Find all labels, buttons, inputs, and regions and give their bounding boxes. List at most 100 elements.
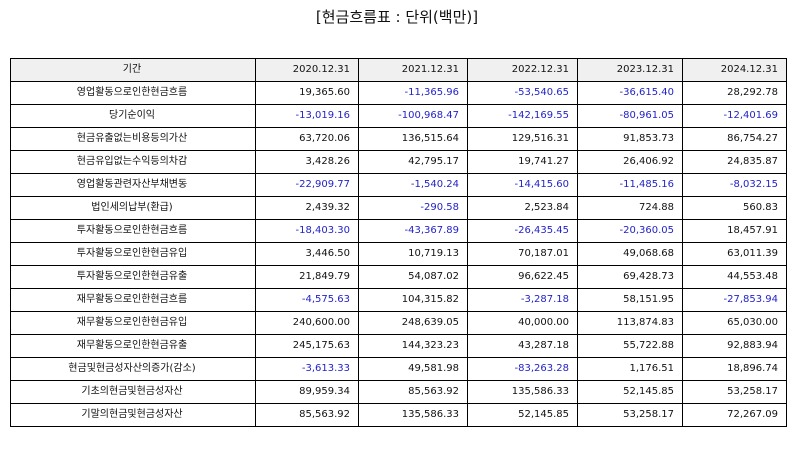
column-header-2020: 2020.12.31 xyxy=(255,58,359,82)
value-cell: 40,000.00 xyxy=(467,311,578,335)
table-row: 현금및현금성자산의증가(감소) -3,613.33 49,581.98 -83,263… xyxy=(10,357,787,381)
page-title: [현금흐름표 : 단위(백만)] xyxy=(315,8,479,26)
value-cell: 1,176.51 xyxy=(577,357,683,381)
value-cell: 136,515.64 xyxy=(358,127,468,151)
row-label: 투자활동으로인한현금유입 xyxy=(10,242,256,266)
row-label: 법인세의납부(환급) xyxy=(10,196,256,220)
value-cell: 96,622.45 xyxy=(467,265,578,289)
table-row: 재무활동으로인한현금흐름 -4,575.63 104,315.82 -3,287.18… xyxy=(10,288,787,312)
value-cell: 113,874.83 xyxy=(577,311,683,335)
value-cell: 19,741.27 xyxy=(467,150,578,174)
value-cell: -4,575.63 xyxy=(255,288,359,312)
table-row: 영업활동으로인한현금흐름 19,365.60 -11,365.96 -53,540.6… xyxy=(10,81,787,105)
value-cell: 724.88 xyxy=(577,196,683,220)
value-cell: 144,323.23 xyxy=(358,334,468,358)
value-cell: -22,909.77 xyxy=(255,173,359,197)
table-row: 기말의현금및현금성자산 85,563.92 135,586.33 52,145.85 5… xyxy=(10,403,787,427)
value-cell: -3,613.33 xyxy=(255,357,359,381)
value-cell: 28,292.78 xyxy=(682,81,787,105)
value-cell: 129,516.31 xyxy=(467,127,578,151)
value-cell: -8,032.15 xyxy=(682,173,787,197)
value-cell: 240,600.00 xyxy=(255,311,359,335)
table-header-row: 기간 2020.12.31 2021.12.31 2022.12.31 2023… xyxy=(10,58,787,82)
table-row: 기초의현금및현금성자산 89,959.34 85,563.92 135,586.33 5… xyxy=(10,380,787,404)
value-cell: 18,896.74 xyxy=(682,357,787,381)
row-label: 투자활동으로인한현금흐름 xyxy=(10,219,256,243)
row-label: 현금유입없는수익등의차감 xyxy=(10,150,256,174)
value-cell: 69,428.73 xyxy=(577,265,683,289)
row-label: 영업활동으로인한현금흐름 xyxy=(10,81,256,105)
column-header-2023: 2023.12.31 xyxy=(577,58,683,82)
value-cell: 63,720.06 xyxy=(255,127,359,151)
value-cell: 72,267.09 xyxy=(682,403,787,427)
value-cell: -12,401.69 xyxy=(682,104,787,128)
column-header-2021: 2021.12.31 xyxy=(358,58,468,82)
row-label: 투자활동으로인한현금유출 xyxy=(10,265,256,289)
value-cell: -3,287.18 xyxy=(467,288,578,312)
value-cell: 3,446.50 xyxy=(255,242,359,266)
value-cell: -290.58 xyxy=(358,196,468,220)
value-cell: 55,722.88 xyxy=(577,334,683,358)
value-cell: -26,435.45 xyxy=(467,219,578,243)
row-label: 영업활동관련자산부채변동 xyxy=(10,173,256,197)
value-cell: -18,403.30 xyxy=(255,219,359,243)
value-cell: 53,258.17 xyxy=(682,380,787,404)
table-row: 현금유출없는비용등의가산 63,720.06 136,515.64 129,516.3… xyxy=(10,127,787,151)
table-row: 현금유입없는수익등의차감 3,428.26 42,795.17 19,741.27 26… xyxy=(10,150,787,174)
cash-flow-table: 기간 2020.12.31 2021.12.31 2022.12.31 2023… xyxy=(10,58,787,427)
value-cell: -80,961.05 xyxy=(577,104,683,128)
value-cell: 24,835.87 xyxy=(682,150,787,174)
table-row: 영업활동관련자산부채변동 -22,909.77 -1,540.24 -14,415.6… xyxy=(10,173,787,197)
table-row: 투자활동으로인한현금흐름 -18,403.30 -43,367.89 -26,435.… xyxy=(10,219,787,243)
value-cell: 92,883.94 xyxy=(682,334,787,358)
value-cell: 2,523.84 xyxy=(467,196,578,220)
value-cell: 52,145.85 xyxy=(577,380,683,404)
row-label: 현금유출없는비용등의가산 xyxy=(10,127,256,151)
table-row: 당기순이익 -13,019.16 -100,968.47 -142,169.55 -80… xyxy=(10,104,787,128)
value-cell: 19,365.60 xyxy=(255,81,359,105)
value-cell: 560.83 xyxy=(682,196,787,220)
table-row: 투자활동으로인한현금유입 3,446.50 10,719.13 70,187.01 49… xyxy=(10,242,787,266)
value-cell: 85,563.92 xyxy=(255,403,359,427)
value-cell: 104,315.82 xyxy=(358,288,468,312)
table-body: 영업활동으로인한현금흐름 19,365.60 -11,365.96 -53,540.6… xyxy=(10,81,787,427)
value-cell: 18,457.91 xyxy=(682,219,787,243)
row-label: 재무활동으로인한현금유입 xyxy=(10,311,256,335)
value-cell: -100,968.47 xyxy=(358,104,468,128)
value-cell: -13,019.16 xyxy=(255,104,359,128)
table-row: 재무활동으로인한현금유입 240,600.00 248,639.05 40,000.0… xyxy=(10,311,787,335)
value-cell: 135,586.33 xyxy=(467,380,578,404)
value-cell: 43,287.18 xyxy=(467,334,578,358)
value-cell: 245,175.63 xyxy=(255,334,359,358)
value-cell: 135,586.33 xyxy=(358,403,468,427)
value-cell: -1,540.24 xyxy=(358,173,468,197)
value-cell: -142,169.55 xyxy=(467,104,578,128)
column-header-2024: 2024.12.31 xyxy=(682,58,787,82)
value-cell: 91,853.73 xyxy=(577,127,683,151)
table-row: 투자활동으로인한현금유출 21,849.79 54,087.02 96,622.45 6… xyxy=(10,265,787,289)
value-cell: 49,068.68 xyxy=(577,242,683,266)
value-cell: 52,145.85 xyxy=(467,403,578,427)
column-header-period: 기간 xyxy=(10,58,256,82)
value-cell: 85,563.92 xyxy=(358,380,468,404)
value-cell: 63,011.39 xyxy=(682,242,787,266)
value-cell: -11,365.96 xyxy=(358,81,468,105)
value-cell: 3,428.26 xyxy=(255,150,359,174)
value-cell: 44,553.48 xyxy=(682,265,787,289)
value-cell: 49,581.98 xyxy=(358,357,468,381)
value-cell: 21,849.79 xyxy=(255,265,359,289)
value-cell: 89,959.34 xyxy=(255,380,359,404)
value-cell: 58,151.95 xyxy=(577,288,683,312)
value-cell: -53,540.65 xyxy=(467,81,578,105)
value-cell: 54,087.02 xyxy=(358,265,468,289)
value-cell: -20,360.05 xyxy=(577,219,683,243)
value-cell: -14,415.60 xyxy=(467,173,578,197)
value-cell: -83,263.28 xyxy=(467,357,578,381)
table-row: 법인세의납부(환급) 2,439.32 -290.58 2,523.84 724.88 5… xyxy=(10,196,787,220)
value-cell: -36,615.40 xyxy=(577,81,683,105)
value-cell: 70,187.01 xyxy=(467,242,578,266)
row-label: 기말의현금및현금성자산 xyxy=(10,403,256,427)
value-cell: -11,485.16 xyxy=(577,173,683,197)
value-cell: 42,795.17 xyxy=(358,150,468,174)
value-cell: 65,030.00 xyxy=(682,311,787,335)
